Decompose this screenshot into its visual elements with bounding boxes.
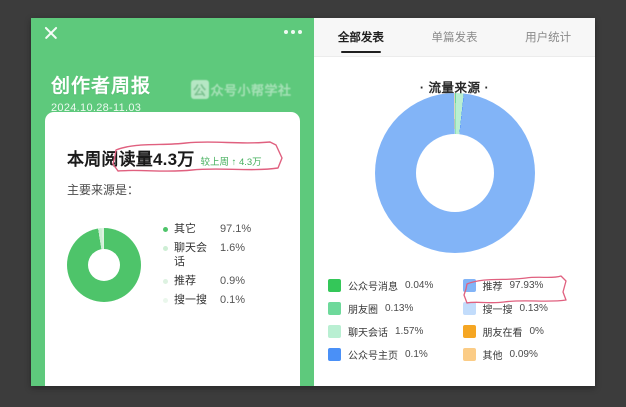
legend-item: 公众号主页 0.1% bbox=[328, 347, 451, 362]
legend-value: 97.1% bbox=[220, 223, 252, 235]
legend-item: 其他 0.09% bbox=[462, 347, 586, 362]
tab-label: 单篇发表 bbox=[431, 32, 478, 44]
legend-item: 聊天会话 1.6% bbox=[163, 241, 262, 269]
stats-tabs: 全部发表 单篇发表 用户统计 bbox=[314, 18, 595, 57]
read-count-row: 本周阅读量4.3万 较上周 ↑ 4.3万 bbox=[67, 145, 262, 170]
tab-label: 用户统计 bbox=[525, 32, 572, 44]
weekly-read-delta: 较上周 ↑ 4.3万 bbox=[200, 157, 262, 168]
legend-label: 搜一搜 bbox=[482, 305, 513, 316]
legend-value: 0.1% bbox=[405, 349, 428, 360]
legend-value: 0.9% bbox=[220, 275, 246, 287]
panel-title: · 流量来源 · bbox=[419, 81, 490, 95]
close-icon[interactable] bbox=[42, 24, 60, 42]
legend-color-dot bbox=[163, 298, 168, 303]
legend-value: 0.09% bbox=[509, 349, 538, 360]
legend-value: 0.13% bbox=[385, 303, 414, 314]
tab-label: 全部发表 bbox=[337, 32, 384, 44]
legend-item: 搜一搜 0.1% bbox=[163, 293, 262, 307]
legend-color-swatch bbox=[328, 325, 341, 338]
creator-weekly-report-window: 创作者周报 2024.10.28-11.03 公 众号小帮学社 本周阅读量4.3… bbox=[31, 18, 595, 386]
legend-color-dot bbox=[163, 227, 168, 232]
legend-item: 其它 97.1% bbox=[163, 222, 262, 236]
legend-label: 朋友在看 bbox=[482, 328, 523, 339]
legend-label: 聊天会话 bbox=[348, 328, 388, 339]
legend-value: 0.13% bbox=[519, 303, 548, 314]
sources-label: 主要来源是： bbox=[67, 183, 140, 197]
weekly-summary-card: 本周阅读量4.3万 较上周 ↑ 4.3万 主要来源是： 其它 97.1% 聊天会话 1… bbox=[45, 112, 300, 386]
legend-color-swatch bbox=[328, 302, 341, 315]
legend-item: 朋友在看 0% bbox=[462, 324, 586, 339]
left-panel-topbar bbox=[31, 18, 314, 48]
legend-item: 推荐 0.9% bbox=[163, 274, 262, 288]
traffic-source-donut-chart bbox=[374, 92, 535, 253]
left-chart-legend: 其它 97.1% 聊天会话 1.6% 推荐 0.9% 搜一搜 0.1% bbox=[163, 222, 262, 307]
left-donut-hole bbox=[88, 248, 120, 281]
legend-label: 朋友圈 bbox=[348, 305, 378, 316]
legend-color-swatch bbox=[462, 279, 476, 292]
report-title: 创作者周报 bbox=[51, 76, 152, 97]
legend-color-swatch bbox=[462, 325, 476, 338]
legend-value: 1.57% bbox=[395, 326, 424, 337]
dot-3 bbox=[298, 30, 302, 34]
left-report-panel: 创作者周报 2024.10.28-11.03 公 众号小帮学社 本周阅读量4.3… bbox=[31, 18, 314, 386]
watermark: 公 众号小帮学社 bbox=[191, 80, 292, 99]
legend-value: 0.04% bbox=[405, 280, 434, 291]
right-donut-hole bbox=[415, 133, 494, 212]
right-chart-area bbox=[314, 80, 595, 265]
legend-value: 97.93% bbox=[509, 280, 544, 291]
watermark-badge: 公 bbox=[191, 80, 209, 99]
traffic-source-legend: 公众号消息 0.04% 推荐 97.93% 朋友圈 0.13% 搜一搜 0.13% 聊天会话 1.… bbox=[328, 274, 585, 366]
right-stats-panel: 全部发表 单篇发表 用户统计 · 流量来源 · 公众号消息 0.04% 推荐 97.93%… bbox=[314, 18, 595, 386]
tab-0[interactable]: 全部发表 bbox=[314, 18, 408, 56]
left-chart-area: 其它 97.1% 聊天会话 1.6% 推荐 0.9% 搜一搜 0.1% bbox=[55, 212, 290, 317]
legend-value: 1.6% bbox=[220, 242, 246, 254]
dot-2 bbox=[291, 30, 295, 34]
legend-label: 聊天会话 bbox=[174, 242, 207, 268]
tab-1[interactable]: 单篇发表 bbox=[408, 18, 502, 56]
legend-color-swatch bbox=[462, 348, 476, 361]
report-date-range: 2024.10.28-11.03 bbox=[51, 102, 142, 114]
legend-label: 公众号消息 bbox=[348, 282, 398, 293]
legend-label: 推荐 bbox=[174, 275, 196, 287]
dot-1 bbox=[284, 30, 288, 34]
legend-color-dot bbox=[163, 279, 168, 284]
legend-value: 0.1% bbox=[220, 294, 246, 306]
legend-color-dot bbox=[163, 246, 168, 251]
legend-label: 公众号主页 bbox=[348, 351, 398, 362]
legend-item: 聊天会话 1.57% bbox=[328, 324, 451, 339]
legend-label: 其他 bbox=[482, 351, 503, 362]
legend-item: 朋友圈 0.13% bbox=[328, 301, 451, 316]
legend-color-swatch bbox=[328, 348, 341, 361]
left-donut-chart bbox=[67, 227, 141, 302]
legend-label: 推荐 bbox=[482, 282, 503, 293]
legend-value: 0% bbox=[529, 326, 544, 337]
tab-2[interactable]: 用户统计 bbox=[501, 18, 595, 56]
legend-item: 搜一搜 0.13% bbox=[462, 301, 586, 316]
legend-color-swatch bbox=[462, 302, 476, 315]
legend-label: 搜一搜 bbox=[174, 294, 207, 306]
weekly-read-count: 本周阅读量4.3万 bbox=[67, 150, 195, 169]
legend-color-swatch bbox=[328, 279, 341, 292]
legend-label: 其它 bbox=[174, 223, 196, 235]
watermark-text: 众号小帮学社 bbox=[210, 83, 292, 98]
more-dots-icon[interactable] bbox=[284, 30, 302, 34]
legend-item: 公众号消息 0.04% bbox=[328, 278, 451, 293]
legend-item: 推荐 97.93% bbox=[462, 278, 586, 293]
